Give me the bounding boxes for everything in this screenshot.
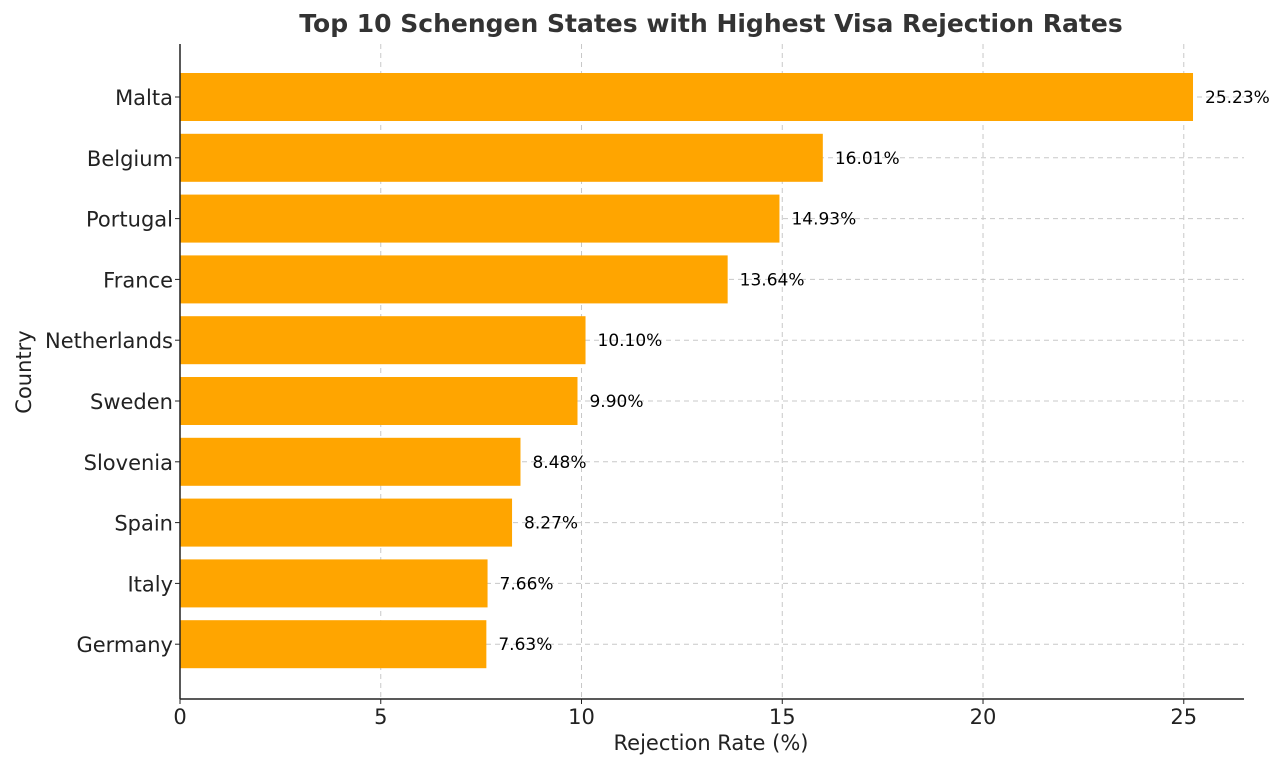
data-label-malta: 25.23% [1205, 88, 1270, 108]
y-tick-label-italy: Italy [127, 572, 173, 596]
bar-france [180, 255, 728, 304]
x-axis-label: Rejection Rate (%) [614, 731, 809, 755]
bar-belgium [180, 133, 823, 182]
x-tick-label: 20 [970, 705, 997, 729]
y-tick-label-slovenia: Slovenia [84, 451, 173, 475]
y-axis-label: Country [12, 330, 36, 413]
data-label-spain: 8.27% [524, 514, 578, 534]
x-tick-label: 5 [374, 705, 387, 729]
data-labels-layer: 25.23% 16.01% 14.93% 13.64% 10.10% 9.90% 8.48%… [498, 88, 1269, 655]
data-label-netherlands: 10.10% [598, 331, 663, 351]
bar-slovenia [180, 437, 521, 486]
data-label-france: 13.64% [740, 270, 805, 290]
bar-germany [180, 620, 487, 669]
data-label-sweden: 9.90% [589, 392, 643, 412]
data-label-belgium: 16.01% [835, 149, 900, 169]
bar-italy [180, 559, 488, 608]
y-tick-label-belgium: Belgium [87, 147, 173, 171]
bar-portugal [180, 194, 780, 243]
y-tick-labels: Malta Belgium Portugal France Netherlands Swe… [45, 86, 173, 657]
x-tick-label: 15 [769, 705, 796, 729]
y-tick-label-sweden: Sweden [90, 390, 173, 414]
bars-layer [180, 73, 1194, 669]
data-label-germany: 7.63% [498, 635, 552, 655]
y-tick-label-france: France [103, 268, 173, 292]
y-tick-label-portugal: Portugal [86, 208, 173, 232]
bar-malta [180, 73, 1194, 121]
chart-title: Top 10 Schengen States with Highest Visa… [299, 9, 1122, 38]
x-tick-label: 0 [173, 705, 186, 729]
bar-netherlands [180, 316, 586, 365]
x-tick-labels: 0 5 10 15 20 25 [173, 705, 1197, 729]
bar-spain [180, 498, 513, 547]
y-tick-label-malta: Malta [115, 86, 173, 110]
x-tick-label: 10 [568, 705, 595, 729]
axes-layer [175, 44, 1244, 704]
y-tick-label-germany: Germany [76, 633, 173, 657]
data-label-italy: 7.66% [500, 574, 554, 594]
data-label-slovenia: 8.48% [532, 453, 586, 473]
y-tick-label-netherlands: Netherlands [45, 329, 173, 353]
bar-sweden [180, 377, 578, 425]
y-tick-label-spain: Spain [114, 512, 173, 536]
x-tick-label: 25 [1170, 705, 1197, 729]
data-label-portugal: 14.93% [791, 210, 856, 230]
